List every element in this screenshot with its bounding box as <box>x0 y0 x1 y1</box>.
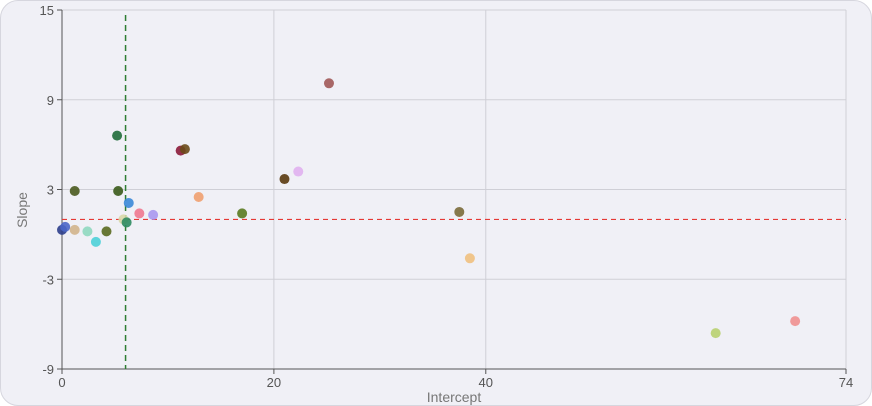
data-point <box>121 217 132 228</box>
data-point <box>323 78 334 89</box>
reference-lines <box>62 15 846 369</box>
data-point <box>113 185 124 196</box>
data-point <box>69 185 80 196</box>
data-points <box>57 78 801 339</box>
y-tick-label: -3 <box>42 272 54 287</box>
y-tick-label: -9 <box>42 362 54 377</box>
y-tick-label: 15 <box>40 3 54 18</box>
data-point <box>790 316 801 327</box>
data-point <box>293 166 304 177</box>
data-point <box>101 226 112 237</box>
data-point <box>710 328 721 339</box>
data-point <box>69 224 80 235</box>
data-point <box>112 130 123 141</box>
x-tick-label: 74 <box>839 375 853 390</box>
x-tick-labels: 0 20 40 74 <box>58 375 853 390</box>
y-tick-label: 3 <box>47 183 54 198</box>
x-tick-label: 40 <box>479 375 493 390</box>
data-point <box>454 206 465 217</box>
data-point <box>193 191 204 202</box>
y-axis-title: Slope <box>14 192 30 228</box>
data-point <box>148 209 159 220</box>
data-point <box>123 197 134 208</box>
data-point <box>464 253 475 264</box>
x-tick-label: 20 <box>267 375 281 390</box>
data-point <box>60 221 71 232</box>
x-tick-label: 0 <box>58 375 65 390</box>
y-tick-labels: -9 -3 3 9 15 <box>40 3 54 377</box>
data-point <box>179 144 190 155</box>
x-axis-title: Intercept <box>427 389 482 405</box>
data-point <box>134 208 145 219</box>
grid <box>62 9 847 369</box>
y-tick-label: 9 <box>47 93 54 108</box>
data-point <box>82 226 93 237</box>
data-point <box>237 208 248 219</box>
axes <box>57 9 847 374</box>
data-point <box>279 174 290 185</box>
data-point <box>90 236 101 247</box>
